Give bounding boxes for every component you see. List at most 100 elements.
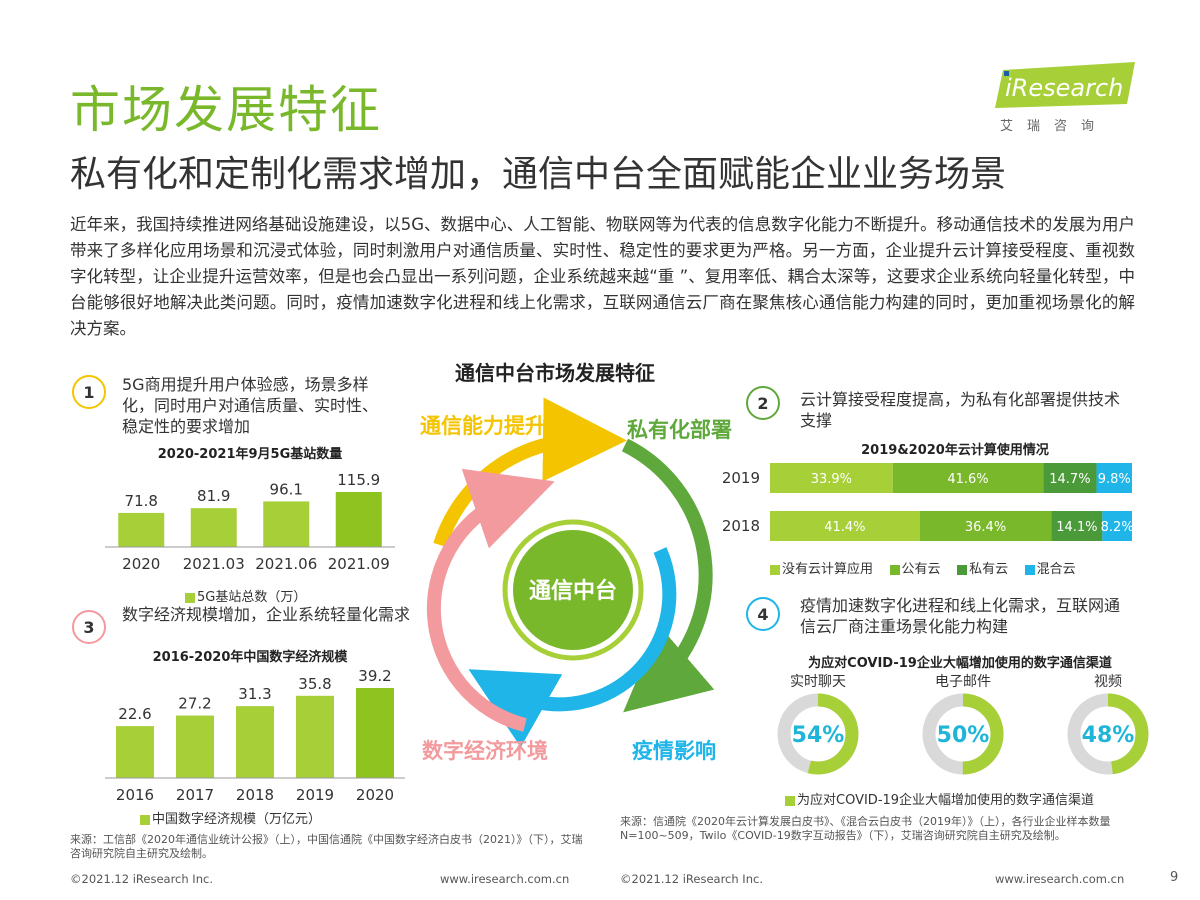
bar	[335, 492, 382, 547]
arrow-yellow-icon	[433, 397, 627, 548]
donut-slice	[1067, 693, 1149, 775]
donut-value-label: 48%	[1082, 723, 1135, 748]
chart-cloud-bars: 2019 33.9% 41.6% 14.7% 9.8% 2018 41.4% 36.4% 14.…	[722, 463, 1134, 541]
bar-value-label: 71.8	[125, 492, 158, 510]
segment-value-label: 14.1%	[1056, 520, 1097, 535]
footer-url-right[interactable]: www.iresearch.com.cn	[995, 872, 1125, 886]
hub-label: 通信中台	[529, 578, 617, 604]
bar-value-label: 96.1	[270, 480, 303, 498]
section-3-text: 数字经济规模增加，企业系统轻量化需求	[122, 605, 411, 624]
y-tick-label: 2019	[722, 469, 760, 487]
donut-slice	[777, 693, 859, 775]
cycle-diagram: 通信中台	[426, 397, 715, 748]
stacked-segment	[1096, 463, 1132, 493]
x-tick-label: 2021.09	[328, 555, 390, 573]
chart-5g-legend: 5G基站总数（万）	[185, 586, 306, 605]
bar	[296, 695, 334, 778]
x-tick-label: 2019	[296, 786, 334, 804]
chart-de-bars: 22.6 2016 27.2 2017 31.3 2018 35.8 2019 39.2 2020	[105, 667, 405, 804]
chart-de-legend: 中国数字经济规模（万亿元）	[140, 808, 321, 827]
page-subtitle: 私有化和定制化需求增加，通信中台全面赋能企业业务场景	[70, 154, 1007, 195]
svg-text:iResearch: iResearch	[1005, 74, 1123, 102]
section-2-number: 2	[746, 386, 780, 420]
bar-value-label: 35.8	[298, 675, 331, 693]
donut-value-label: 50%	[937, 723, 990, 748]
segment-value-label: 14.7%	[1049, 472, 1090, 487]
legend-label: 公有云	[901, 562, 941, 577]
intro-paragraph: 近年来，我国持续推进网络基础设施建设，以5G、数据中心、人工智能、物联网等为代表…	[70, 215, 1135, 338]
x-tick-label: 2020	[356, 786, 394, 804]
legend-label: 混合云	[1036, 562, 1076, 577]
legend-swatch-icon	[889, 564, 900, 575]
footer-copyright-right: ©2021.12 iResearch Inc.	[620, 872, 763, 886]
x-tick-label: 2021.06	[255, 555, 317, 573]
bar	[116, 726, 154, 778]
bar-value-label: 39.2	[358, 667, 391, 685]
bar-value-label: 31.3	[238, 685, 271, 703]
page-number: 9	[1170, 870, 1179, 885]
legend-label: 私有云	[969, 562, 1009, 577]
segment-value-label: 8.2%	[1101, 520, 1134, 535]
stacked-segment	[1043, 463, 1097, 493]
legend-swatch-icon	[770, 564, 780, 575]
label-pandemic: 疫情影响	[632, 739, 716, 763]
section-4-number: 4	[746, 597, 780, 631]
legend-label: 为应对COVID-19企业大幅增加使用的数字通信渠道	[797, 793, 1095, 808]
legend-swatch-icon	[785, 795, 795, 806]
donut-category-label: 实时聊天	[790, 674, 846, 690]
bar-value-label: 115.9	[337, 471, 380, 489]
legend-label: 中国数字经济规模（万亿元）	[152, 812, 322, 827]
segment-value-label: 41.4%	[824, 520, 865, 535]
stacked-segment	[892, 463, 1044, 493]
x-tick-label: 2018	[236, 786, 274, 804]
stacked-segment	[1102, 511, 1132, 541]
donut-value-label: 54%	[792, 723, 845, 748]
segment-value-label: 9.8%	[1098, 472, 1131, 487]
footer-url-left[interactable]: www.iresearch.com.cn	[440, 872, 570, 886]
stacked-segment	[1051, 511, 1103, 541]
chart-cloud-title: 2019&2020年云计算使用情况	[861, 443, 1049, 458]
chart-cloud-legend: 没有云计算应用 公有云 私有云 混合云	[770, 558, 1076, 577]
source-right: 来源：信通院《2020年云计算发展白皮书》、《混合云白皮书（2019年）》（上）…	[620, 815, 1111, 842]
bar-value-label: 27.2	[178, 695, 211, 713]
center-diagram-title: 通信中台市场发展特征	[455, 361, 655, 385]
donut-category-label: 视频	[1094, 674, 1122, 690]
legend-swatch-icon	[185, 592, 195, 603]
chart-de-title: 2016-2020年中国数字经济规模	[152, 650, 348, 665]
x-tick-label: 2021.03	[183, 555, 245, 573]
source-left: 来源：工信部《2020年通信业统计公报》（上），中国信通院《中国数字经济白皮书（…	[70, 833, 583, 860]
bar	[356, 688, 394, 778]
section-1-text: 5G商用提升用户体验感，场景多样化，同时用户对通信质量、实时性、稳定性的要求增加	[122, 375, 379, 436]
label-digital-economy: 数字经济环境	[422, 739, 548, 763]
x-tick-label: 2020	[122, 555, 160, 573]
bar-value-label: 81.9	[197, 487, 230, 505]
donut-slice	[922, 693, 1004, 775]
legend-label: 5G基站总数（万）	[197, 590, 307, 605]
donut-category-label: 电子邮件	[935, 674, 991, 690]
logo-subtitle: 艾瑞咨询	[1000, 119, 1109, 134]
chart-5g-title: 2020-2021年9月5G基站数量	[157, 447, 343, 462]
stacked-segment	[919, 511, 1052, 541]
stacked-segment	[770, 511, 920, 541]
segment-value-label: 41.6%	[947, 472, 988, 487]
y-tick-label: 2018	[722, 517, 760, 535]
arrow-blue-icon	[468, 547, 677, 748]
footer-copyright-left: ©2021.12 iResearch Inc.	[70, 872, 213, 886]
hub-circle	[513, 530, 633, 650]
legend-label: 没有云计算应用	[782, 562, 874, 577]
iresearch-logo: iResearch	[995, 62, 1135, 108]
x-tick-label: 2016	[116, 786, 154, 804]
bar-value-label: 22.6	[118, 705, 151, 723]
bar	[263, 501, 310, 547]
chart-covid-title: 为应对COVID-19企业大幅增加使用的数字通信渠道	[808, 656, 1112, 671]
section-3-number: 3	[72, 610, 106, 644]
legend-swatch-icon	[140, 814, 150, 825]
bar	[236, 706, 274, 778]
legend-swatch-icon	[1024, 564, 1035, 575]
chart-covid-donuts: 实时聊天 54% 电子邮件 50% 视频 48%	[777, 674, 1149, 775]
section-4-text: 疫情加速数字化进程和线上化需求，互联网通信云厂商注重场景化能力构建	[800, 596, 1121, 636]
bar	[176, 715, 214, 778]
chart-5g-bars: 71.8 2020 81.9 2021.03 96.1 2021.06 115.9 2021.…	[105, 471, 395, 573]
bar	[118, 512, 165, 547]
label-capability: 通信能力提升	[420, 414, 546, 438]
